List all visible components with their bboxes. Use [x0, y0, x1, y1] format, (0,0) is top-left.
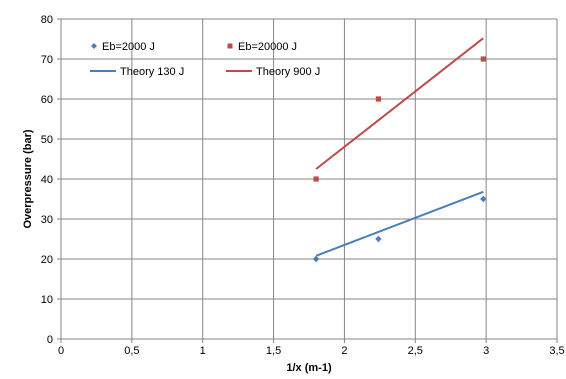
y-tick-label: 10	[41, 294, 53, 306]
x-tick-label: 3,5	[549, 345, 564, 357]
legend-label: Eb=2000 J	[102, 41, 155, 53]
data-point-diamond	[480, 195, 487, 203]
x-tick-label: 1,5	[266, 345, 281, 357]
legend: Eb=2000 J Eb=20000 J Theory 130 J Theory 90…	[90, 41, 320, 78]
data-point-square	[313, 176, 319, 182]
legend-marker-diamond	[91, 43, 97, 49]
legend-label: Theory 900 J	[256, 66, 320, 78]
x-tick-label: 1	[200, 345, 206, 357]
data-point-diamond	[375, 235, 382, 243]
x-tick-label: 2,5	[408, 345, 423, 357]
y-tick-label: 60	[41, 94, 53, 106]
x-tick-label: 0,5	[124, 345, 139, 357]
data-point-square	[375, 96, 382, 102]
x-axis-title: 1/x (m-1)	[286, 362, 332, 374]
series-line-3	[315, 37, 484, 170]
legend-label: Eb=20000 J	[238, 41, 297, 53]
y-tick-label: 50	[41, 134, 53, 146]
data-point-diamond	[312, 255, 320, 263]
legend-marker-square	[227, 43, 233, 49]
series-line-2	[315, 190, 484, 257]
legend-label: Theory 130 J	[120, 66, 184, 78]
x-tick-label: 3	[483, 345, 489, 357]
y-tick-label: 40	[41, 174, 53, 186]
y-tick-label: 0	[47, 334, 53, 346]
x-tick-label: 2	[341, 345, 347, 357]
x-tick-label: 0	[58, 345, 64, 357]
x-tick-labels: 0 0,5 1 1,5 2 2,5 3 3,5	[58, 345, 565, 357]
y-tick-label: 20	[41, 254, 53, 266]
y-tick-label: 80	[41, 14, 53, 26]
y-tick-labels: 0 10 20 30 40 50 60 70 80	[41, 14, 53, 346]
y-axis-title: Overpressure (bar)	[22, 129, 34, 228]
series-group	[312, 37, 487, 263]
data-point-square	[480, 56, 486, 62]
y-tick-label: 70	[41, 54, 53, 66]
axes	[57, 18, 558, 343]
y-tick-label: 30	[41, 214, 53, 226]
